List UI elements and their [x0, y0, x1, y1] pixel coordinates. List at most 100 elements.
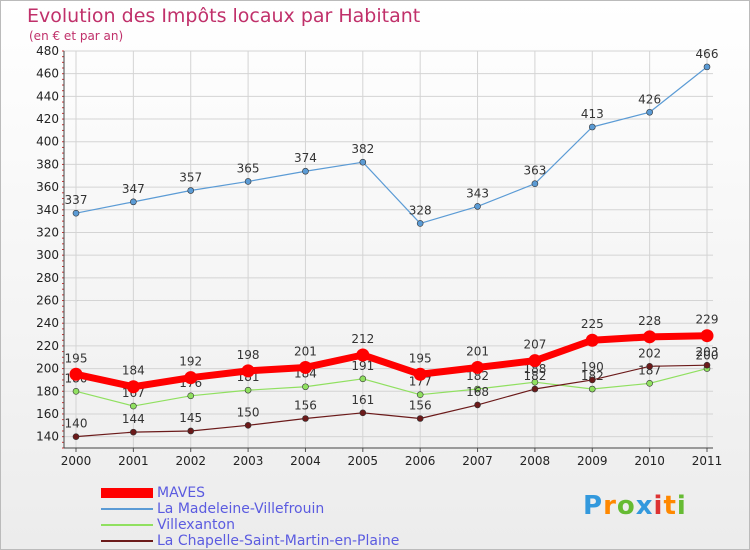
y-tick-label: 380 [36, 157, 59, 171]
data-label: 228 [638, 314, 661, 328]
data-point [244, 178, 252, 185]
data-point [359, 158, 367, 166]
data-point [130, 402, 137, 410]
x-tick-label: 2002 [175, 454, 206, 468]
y-tick-label: 420 [36, 112, 59, 126]
data-point [187, 427, 195, 435]
data-label: 187 [638, 363, 661, 377]
data-label: 150 [237, 405, 260, 419]
data-point [416, 415, 424, 422]
y-tick-label: 180 [36, 384, 59, 398]
data-label: 182 [523, 369, 546, 383]
data-label: 382 [351, 142, 374, 156]
data-point [298, 360, 312, 374]
series-line-1 [75, 368, 708, 407]
data-label: 347 [122, 182, 145, 196]
logo-letter: r [603, 491, 617, 521]
data-point [588, 385, 596, 393]
y-tick-label: 360 [36, 180, 59, 194]
y-tick-label: 460 [36, 67, 59, 81]
data-label: 192 [179, 355, 202, 369]
data-point [187, 187, 195, 194]
y-tick-label: 160 [36, 407, 59, 421]
data-point [244, 386, 252, 394]
data-point [416, 220, 424, 227]
data-point [471, 360, 485, 374]
data-point [588, 123, 596, 131]
data-point [646, 363, 653, 370]
data-label: 168 [466, 385, 489, 399]
proxiti-logo: Proxiti [583, 491, 687, 521]
data-label: 207 [523, 338, 546, 352]
data-point [69, 367, 83, 381]
data-point [356, 348, 370, 362]
data-label: 343 [466, 186, 489, 200]
data-point [585, 333, 599, 347]
data-point [588, 376, 596, 384]
series-line-2 [75, 364, 708, 438]
legend-label: MAVES [157, 485, 206, 501]
data-label: 413 [581, 107, 604, 121]
logo-letter: o [616, 491, 636, 521]
data-point [700, 329, 714, 343]
data-label: 225 [581, 317, 604, 331]
data-point [643, 330, 657, 344]
y-tick-label: 320 [36, 225, 59, 239]
data-point [187, 392, 195, 400]
data-point [531, 385, 539, 393]
data-point [703, 63, 711, 71]
data-label: 374 [294, 151, 317, 165]
y-tick-label: 400 [36, 135, 59, 149]
data-label: 363 [523, 164, 546, 178]
y-tick-label: 240 [36, 316, 59, 330]
y-tick-label: 480 [36, 44, 59, 58]
data-point [359, 375, 367, 383]
data-point [184, 371, 198, 385]
legend-label: La Madeleine-Villefrouin [157, 501, 325, 517]
data-point [241, 364, 255, 378]
data-label: 144 [122, 412, 145, 426]
legend-swatch [101, 540, 153, 542]
data-point [531, 180, 539, 188]
y-tick-label: 260 [36, 294, 59, 308]
logo-letter: P [583, 491, 604, 521]
data-label: 140 [65, 417, 88, 431]
data-point [130, 428, 137, 436]
x-tick-label: 2005 [348, 454, 379, 468]
data-point [302, 383, 309, 391]
data-point [130, 198, 137, 206]
x-tick-label: 2008 [520, 454, 551, 468]
data-label: 177 [409, 375, 432, 389]
y-tick-label: 220 [36, 339, 59, 353]
data-point [126, 380, 140, 394]
data-point [646, 380, 653, 387]
y-tick-label: 300 [36, 248, 59, 262]
data-label: 337 [65, 193, 88, 207]
data-label: 466 [696, 47, 719, 61]
legend-swatch [101, 524, 153, 526]
y-tick-label: 340 [36, 203, 59, 217]
data-label: 198 [237, 348, 260, 362]
data-point [413, 367, 427, 381]
data-label: 201 [466, 344, 489, 358]
data-point [359, 409, 367, 417]
chart-subtitle: (en € et par an) [29, 29, 124, 43]
logo-letter: x [635, 491, 654, 521]
x-tick-label: 2007 [462, 454, 493, 468]
data-point [72, 209, 80, 217]
x-tick-label: 2001 [118, 454, 149, 468]
x-tick-label: 2003 [233, 454, 264, 468]
x-tick-label: 2010 [634, 454, 665, 468]
series-line-0 [75, 66, 708, 225]
legend-label: La Chapelle-Saint-Martin-en-Plaine [157, 533, 400, 549]
data-point [646, 108, 653, 116]
data-label: 161 [351, 393, 374, 407]
x-tick-label: 2000 [61, 454, 92, 468]
data-label: 203 [696, 345, 719, 359]
y-tick-label: 440 [36, 89, 59, 103]
data-point [528, 354, 542, 368]
data-point [703, 361, 711, 369]
x-tick-label: 2006 [405, 454, 436, 468]
